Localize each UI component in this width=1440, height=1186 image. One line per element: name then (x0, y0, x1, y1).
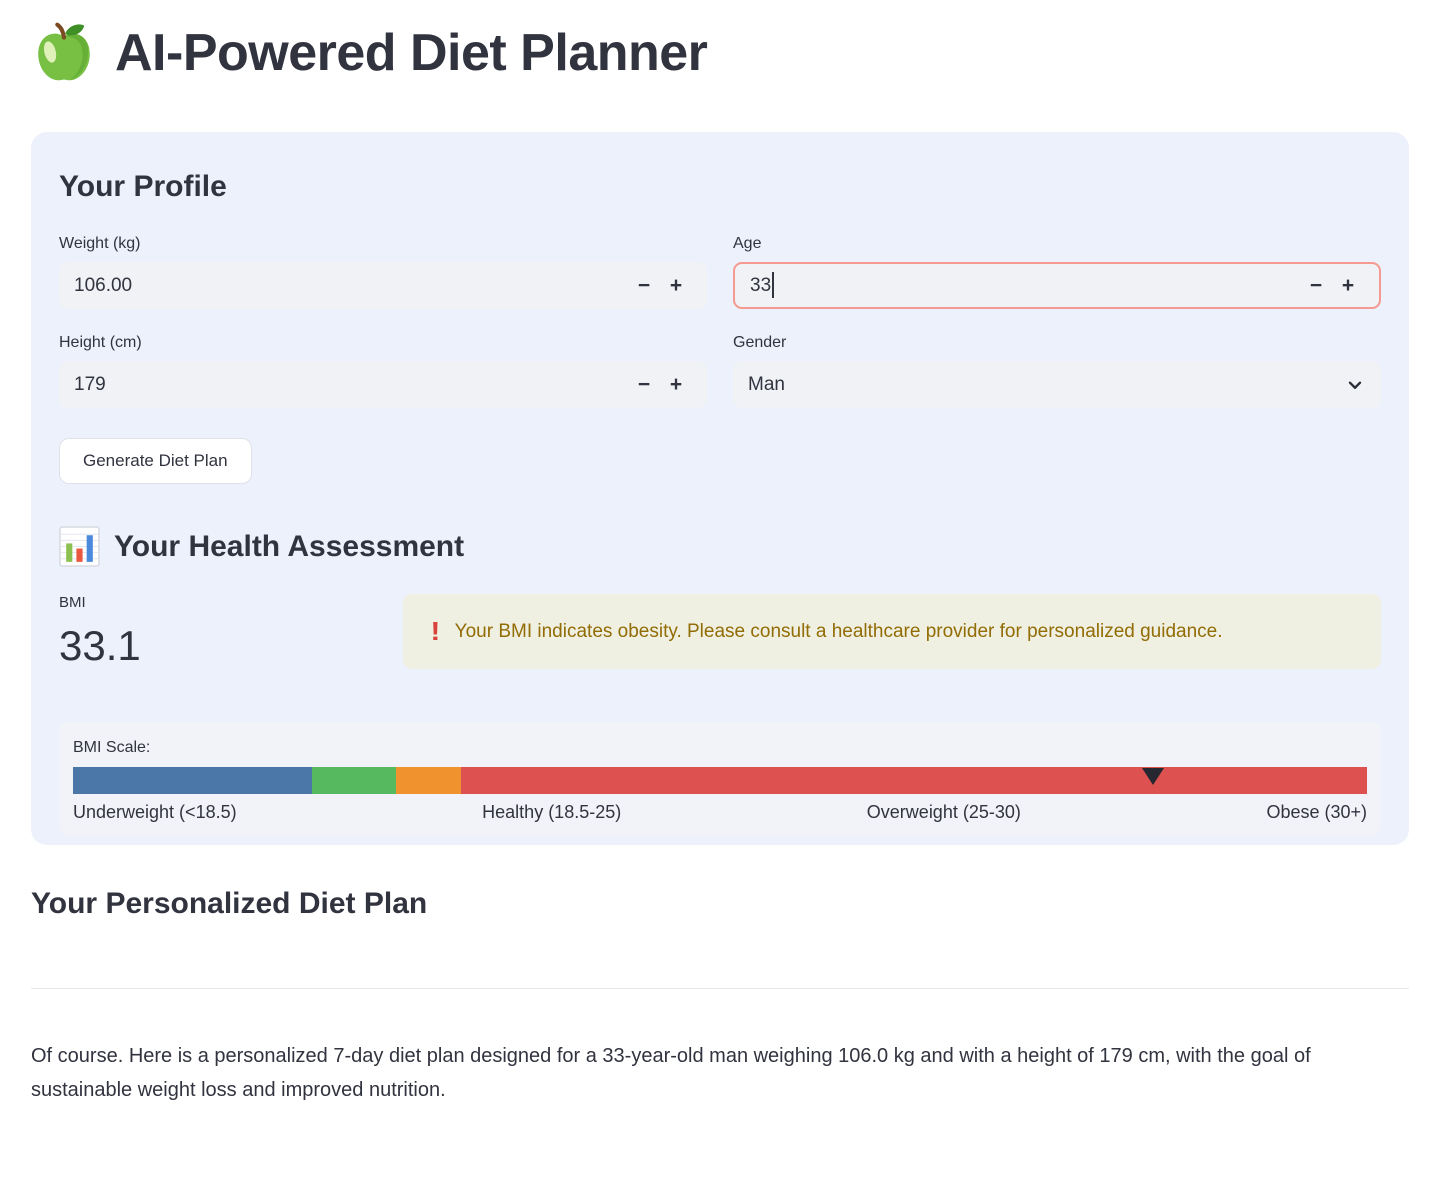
label-overweight: Overweight (25-30) (866, 802, 1021, 822)
weight-value[interactable]: 106.00 (74, 274, 133, 296)
weight-label: Weight (kg) (59, 235, 141, 252)
age-decrement-button[interactable]: − (1309, 274, 1323, 297)
bmi-warning-banner: ! Your BMI indicates obesity. Please con… (403, 594, 1381, 669)
bmi-metric-value: 33.1 (59, 622, 141, 669)
gender-label: Gender (733, 334, 787, 351)
page-title: AI-Powered Diet Planner (115, 24, 708, 82)
bar-chart-icon (59, 526, 100, 567)
bmi-scale-labels: Underweight (<18.5) Healthy (18.5-25) Ov… (73, 802, 1367, 823)
age-increment-button[interactable]: + (1341, 274, 1355, 297)
assessment-row: BMI 33.1 ! Your BMI indicates obesity. P… (59, 594, 1381, 670)
bmi-metric-label: BMI (59, 594, 86, 611)
bmi-scale-panel: BMI Scale: Underweight (<18.5) Healthy (… (59, 722, 1381, 836)
height-value[interactable]: 179 (74, 373, 106, 395)
scale-segment-healthy (312, 767, 397, 794)
weight-field: Weight (kg) 106.00 − + (59, 235, 707, 309)
app-header: AI-Powered Diet Planner (31, 0, 1409, 86)
bmi-metric: BMI 33.1 (59, 594, 403, 670)
scale-segment-underweight (73, 767, 313, 794)
chevron-down-icon (1348, 381, 1362, 389)
weight-decrement-button[interactable]: − (637, 274, 651, 297)
weight-input[interactable]: 106.00 − + (59, 262, 707, 309)
warning-exclamation-icon: ! (430, 616, 441, 646)
bmi-scale-label: BMI Scale: (73, 739, 151, 756)
age-label: Age (733, 235, 762, 252)
profile-heading: Your Profile (59, 170, 227, 203)
bmi-marker-icon (1142, 768, 1165, 785)
age-input[interactable]: 33 − + (733, 262, 1381, 309)
page: AI-Powered Diet Planner Your Profile Wei… (31, 0, 1409, 1102)
diet-plan-heading: Your Personalized Diet Plan (31, 887, 428, 920)
height-label: Height (cm) (59, 334, 142, 351)
generate-diet-plan-button[interactable]: Generate Diet Plan (59, 438, 252, 484)
bmi-scale-bar (73, 767, 1367, 794)
height-increment-button[interactable]: + (669, 373, 683, 396)
profile-form: Weight (kg) 106.00 − + Age 33 − + Height… (59, 235, 1381, 408)
scale-segment-overweight (396, 767, 462, 794)
diet-plan-intro: Of course. Here is a personalized 7-day … (31, 1045, 1311, 1102)
gender-field: Gender Man (733, 334, 1381, 408)
text-cursor (772, 271, 775, 298)
green-apple-icon (31, 20, 97, 86)
scale-segment-obese (461, 767, 1367, 794)
label-underweight: Underweight (<18.5) (73, 802, 237, 822)
label-obese: Obese (30+) (1266, 802, 1367, 822)
profile-card: Your Profile Weight (kg) 106.00 − + Age … (31, 132, 1409, 845)
age-field: Age 33 − + (733, 235, 1381, 309)
bmi-warning-text: Your BMI indicates obesity. Please consu… (454, 620, 1223, 642)
health-assessment-header: Your Health Assessment (59, 526, 1381, 567)
gender-value[interactable]: Man (748, 373, 785, 395)
gender-select[interactable]: Man (733, 361, 1381, 408)
weight-increment-button[interactable]: + (669, 274, 683, 297)
health-assessment-heading: Your Health Assessment (114, 529, 465, 563)
height-decrement-button[interactable]: − (637, 373, 651, 396)
divider (31, 988, 1409, 989)
age-value[interactable]: 33 (750, 271, 1300, 299)
height-input[interactable]: 179 − + (59, 361, 707, 408)
age-value-text: 33 (750, 274, 772, 296)
height-field: Height (cm) 179 − + (59, 334, 707, 408)
label-healthy: Healthy (18.5-25) (482, 802, 622, 822)
